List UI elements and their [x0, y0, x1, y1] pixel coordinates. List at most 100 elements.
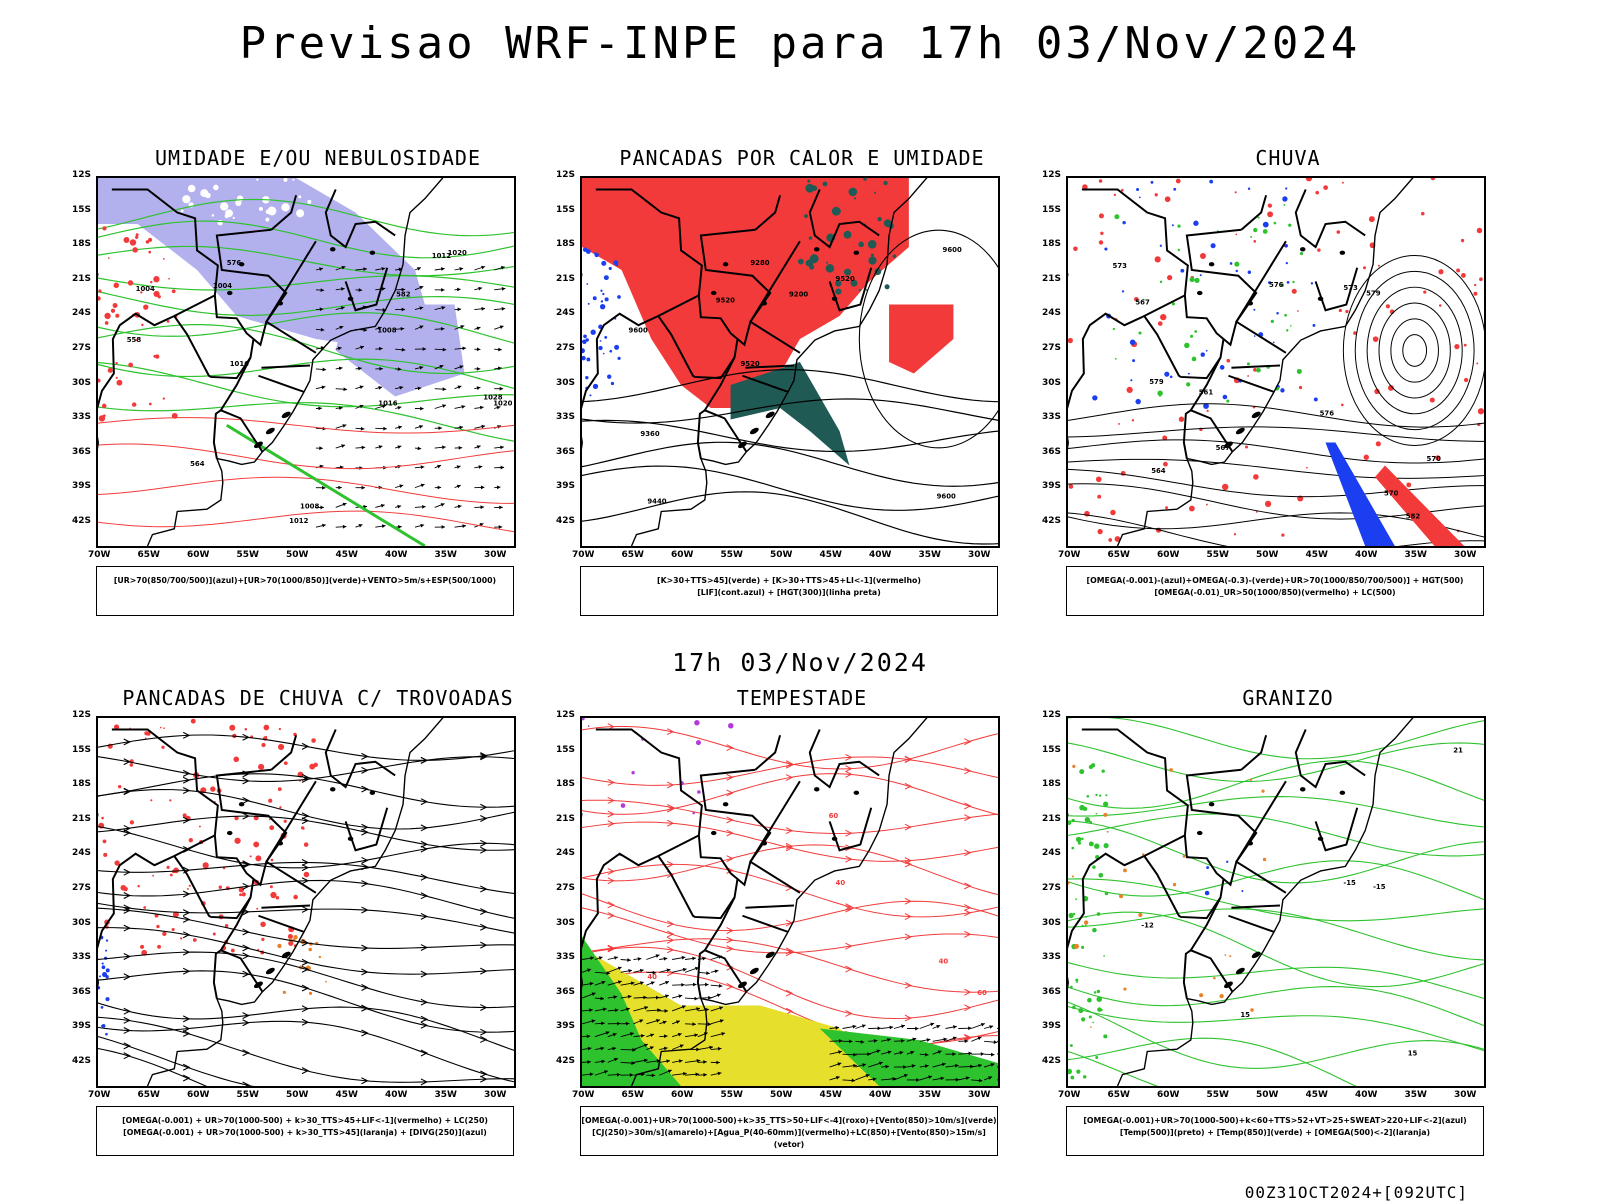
lon-tick-label: 30W: [968, 1090, 990, 1100]
lon-tick-label: 30W: [968, 550, 990, 560]
forecast-map: [96, 716, 516, 1088]
lat-tick-label: 18S: [1042, 779, 1061, 789]
lon-tick-label: 55W: [237, 550, 259, 560]
lat-tick-label: 33S: [1042, 412, 1061, 422]
lon-tick-label: 60W: [671, 1090, 693, 1100]
lon-tick-label: 35W: [435, 1090, 457, 1100]
lon-tick-label: 50W: [770, 550, 792, 560]
lat-tick-label: 42S: [72, 1056, 91, 1066]
thunderstorm-red: [98, 719, 318, 956]
lat-tick-label: 15S: [556, 745, 575, 755]
lon-tick-label: 35W: [1405, 550, 1427, 560]
temp850-contours: [1068, 718, 1484, 1086]
lon-tick-label: 45W: [820, 1090, 842, 1100]
lon-tick-label: 70W: [88, 550, 110, 560]
convection-red-ocean: [889, 305, 953, 374]
lat-tick-label: 12S: [556, 710, 575, 720]
contour-label: 40: [647, 973, 657, 981]
contour-label: 582: [396, 291, 411, 299]
lon-tick-label: 65W: [138, 550, 160, 560]
lon-tick-label: 45W: [1306, 1090, 1328, 1100]
lon-tick-label: 40W: [385, 1090, 407, 1100]
lat-tick-label: 24S: [72, 308, 91, 318]
lon-tick-label: 40W: [1355, 1090, 1377, 1100]
lat-tick-label: 15S: [1042, 205, 1061, 215]
contour-label: -15: [1373, 883, 1386, 891]
lat-tick-label: 21S: [556, 274, 575, 284]
divergence-blue: [98, 936, 110, 1036]
contour-label: 558: [127, 336, 142, 344]
lon-tick-label: 35W: [919, 550, 941, 560]
contour-label: 9440: [647, 497, 666, 505]
lat-tick-label: 42S: [556, 1056, 575, 1066]
contour-label: 1012: [289, 517, 308, 525]
lon-tick-label: 35W: [919, 1090, 941, 1100]
lat-tick-label: 24S: [556, 308, 575, 318]
contour-label: 570: [1427, 455, 1442, 463]
lat-tick-label: 18S: [72, 239, 91, 249]
lon-tick-label: 35W: [435, 550, 457, 560]
contour-label: 9600: [629, 326, 648, 334]
lat-tick-label: 27S: [72, 343, 91, 353]
contour-label: 15: [1240, 1011, 1250, 1019]
lon-tick-label: 50W: [1256, 550, 1278, 560]
contour-label: 9600: [943, 246, 962, 254]
lat-tick-label: 36S: [72, 447, 91, 457]
lon-tick-label: 55W: [1207, 550, 1229, 560]
panel-legend: [OMEGA(-0.001)+UR>70(1000-500)+k>35_TTS>…: [580, 1106, 998, 1156]
lon-tick-label: 45W: [336, 550, 358, 560]
lat-tick-label: 21S: [72, 814, 91, 824]
lat-tick-label: 21S: [1042, 814, 1061, 824]
lat-tick-label: 21S: [72, 274, 91, 284]
lat-tick-label: 12S: [556, 170, 575, 180]
panel-title: PANCADAS POR CALOR E UMIDADE: [572, 146, 1032, 170]
panel-legend: [OMEGA(-0.001) + UR>70(1000-500) + k>30_…: [96, 1106, 514, 1156]
lon-tick-label: 30W: [1454, 550, 1476, 560]
mid-time-label: 17h 03/Nov/2024: [0, 648, 1600, 677]
lat-tick-label: 33S: [556, 952, 575, 962]
lon-tick-label: 70W: [572, 550, 594, 560]
thickness-red: [98, 226, 178, 421]
lon-tick-label: 55W: [721, 1090, 743, 1100]
lon-tick-label: 40W: [1355, 550, 1377, 560]
lat-tick-label: 39S: [556, 481, 575, 491]
lon-tick-label: 40W: [869, 1090, 891, 1100]
lon-tick-label: 55W: [1207, 1090, 1229, 1100]
contour-label: -15: [1343, 879, 1356, 887]
lat-tick-label: 33S: [1042, 952, 1061, 962]
convection-red: [582, 178, 909, 408]
contour-label: 1020: [448, 249, 467, 257]
lat-tick-label: 36S: [556, 447, 575, 457]
lon-tick-label: 50W: [770, 1090, 792, 1100]
lat-tick-label: 42S: [1042, 516, 1061, 526]
lat-tick-label: 18S: [72, 779, 91, 789]
lat-tick-label: 12S: [1042, 170, 1061, 180]
contour-label: 40: [836, 879, 846, 887]
contour-label: 579: [1149, 378, 1164, 386]
lon-tick-label: 60W: [671, 550, 693, 560]
lat-tick-label: 33S: [556, 412, 575, 422]
contour-label: 21: [1453, 747, 1463, 755]
lat-tick-label: 24S: [556, 848, 575, 858]
lat-tick-label: 30S: [72, 378, 91, 388]
rain-blue: [1092, 180, 1318, 409]
contour-label: 9280: [750, 259, 769, 267]
lon-tick-label: 70W: [88, 1090, 110, 1100]
lat-tick-label: 27S: [556, 883, 575, 893]
lat-tick-label: 15S: [1042, 745, 1061, 755]
contour-label: 576: [1269, 281, 1284, 289]
rain-red: [1068, 178, 1484, 542]
lat-tick-label: 18S: [1042, 239, 1061, 249]
lon-tick-label: 30W: [484, 1090, 506, 1100]
contour-label: -12: [1141, 922, 1154, 930]
lon-tick-label: 30W: [484, 550, 506, 560]
lat-tick-label: 21S: [556, 814, 575, 824]
contour-label: 564: [1151, 467, 1166, 475]
lon-tick-label: 45W: [336, 1090, 358, 1100]
lon-tick-label: 40W: [869, 550, 891, 560]
run-label: 00Z31OCT2024+[092UTC]: [1245, 1183, 1468, 1202]
